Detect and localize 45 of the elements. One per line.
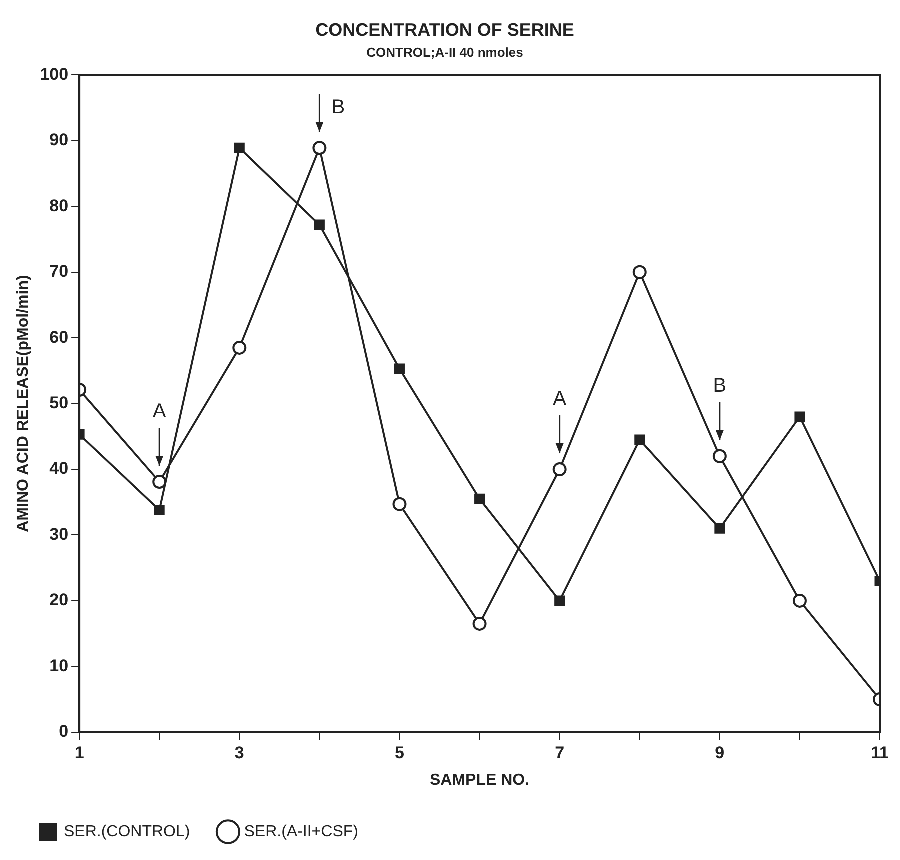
annotation: B [713,374,727,397]
y-tick-label: 90 [50,130,69,150]
y-tick-label: 30 [50,524,69,544]
y-axis-title: AMINO ACID RELEASE(pMol/min) [15,275,32,532]
y-tick-label: 60 [50,328,69,347]
point [152,475,167,490]
point [474,494,486,504]
point [314,220,325,230]
point [632,265,647,280]
legend-label: SER.(CONTROL) [64,823,190,840]
point [472,616,487,631]
x-tick-label: 5 [395,743,404,762]
point [554,596,566,606]
y-tick-label: 20 [50,590,69,610]
annotation: B [332,96,346,119]
point [392,497,407,512]
chart-title: CONCENTRATION OF SERINE [316,20,574,40]
annotation: A [553,388,568,410]
point [312,141,327,156]
point [794,412,806,422]
y-tick-label: 80 [50,196,69,216]
y-tick-label: 50 [50,393,69,412]
y-tick-label: 10 [50,656,69,676]
point [714,523,726,534]
point [792,594,807,608]
point [394,364,405,374]
y-tick-label: 40 [50,459,69,478]
x-axis-title: SAMPLE NO. [430,772,530,789]
x-tick-label: 9 [715,743,725,762]
point [712,449,727,464]
chart-subtitle: CONTROL;A-II 40 nmoles [366,44,524,60]
point [634,434,646,446]
y-tick-label: 0 [59,722,69,742]
annotation: A [152,400,167,423]
point [234,142,245,154]
x-tick-label: 7 [555,743,565,762]
point [154,505,165,516]
point [232,340,247,355]
x-tick-label: 11 [871,743,889,762]
point [552,462,567,477]
x-tick-label: 3 [234,743,244,762]
legend-label: SER.(A-II+CSF) [244,823,358,840]
y-tick-label: 70 [50,262,69,282]
x-tick-label: 1 [74,743,84,762]
y-tick-label: 100 [40,64,69,84]
